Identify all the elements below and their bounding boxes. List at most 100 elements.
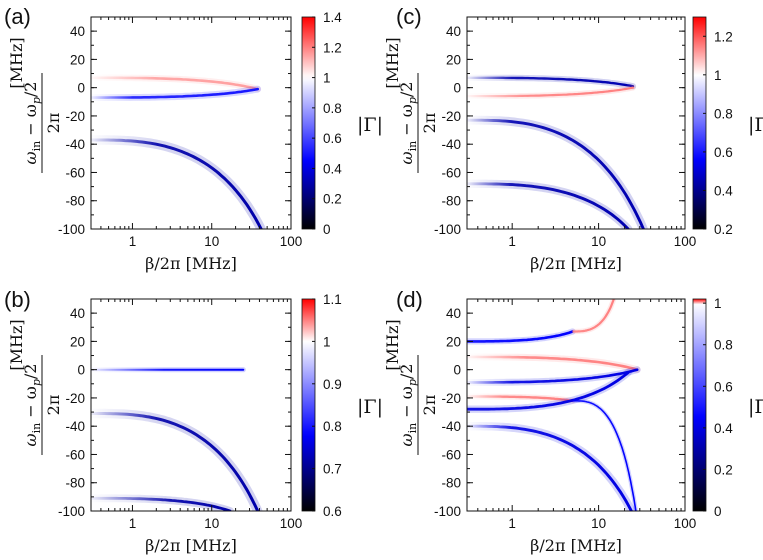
plot-area (91, 17, 291, 229)
y-tick-label: 0 (453, 363, 461, 378)
y-label-part: /2 (21, 82, 40, 98)
x-axis-label: β/2π [MHz] (145, 254, 237, 273)
y-tick-label: -60 (65, 165, 85, 180)
y-label-part: in (30, 423, 43, 434)
y-label-numerator: ωin − ωp/2 (21, 82, 43, 165)
y-tick-label: -80 (65, 476, 85, 491)
colorbar-tick-label: 0.8 (323, 101, 342, 116)
y-tick-label: -20 (441, 391, 461, 406)
band-mid-red-branch (467, 355, 639, 371)
band-dip-branch-2 (467, 182, 630, 229)
colorbar-tick-label: 0.6 (714, 145, 733, 160)
x-tick-label: 100 (280, 234, 303, 249)
y-tick-label: 40 (70, 24, 85, 39)
y-tick-label: -40 (65, 137, 85, 152)
x-tick-label: 10 (591, 516, 606, 531)
plot-background (467, 299, 685, 511)
y-label-part: − ω (397, 386, 416, 423)
y-axis-label: ωin − ωp/22π (397, 355, 439, 455)
y-label-part: p (406, 97, 419, 104)
y-label-part: p (30, 97, 43, 104)
y-label-numerator: ωin − ωp/2 (21, 364, 43, 447)
band-mid-blue-branch (467, 368, 639, 384)
colorbar-tick-label: 1.4 (323, 10, 342, 25)
band-upper-blue-branch (467, 76, 635, 88)
y-axis-unit: [MHz] (7, 37, 26, 88)
y-tick-label: 40 (446, 306, 461, 321)
y-tick-label: -100 (58, 504, 85, 519)
panel-label: (d) (396, 287, 423, 312)
x-tick-label: 1 (508, 234, 516, 249)
colorbar-tick-label: 0.4 (714, 421, 733, 436)
axes-frame (466, 298, 686, 512)
plot-area (91, 299, 291, 511)
y-tick-label: -60 (441, 165, 461, 180)
colorbar-tick-label: 1.2 (714, 29, 733, 44)
colorbar (692, 298, 707, 512)
y-label-part: p (406, 379, 419, 386)
y-label-part: − ω (397, 104, 416, 141)
y-label-part: in (406, 423, 419, 434)
colorbar (692, 16, 707, 230)
x-tick-label: 10 (204, 234, 219, 249)
y-label-part: ω (21, 151, 40, 164)
y-label-part: /2 (397, 364, 416, 380)
y-label-denominator: 2π (420, 113, 439, 134)
colorbar-tick-label: 0.8 (714, 338, 733, 353)
colorbar-label: |Γ| (748, 114, 763, 136)
colorbar (301, 16, 316, 230)
colorbar (301, 298, 316, 512)
band-dip-branch-1 (91, 412, 260, 511)
panel-label: (b) (4, 287, 31, 312)
colorbar-tick-label: 1 (323, 71, 331, 86)
y-unit-text: [MHz] (7, 319, 26, 370)
y-label-denominator: 2π (44, 395, 63, 416)
band-crossing-branch (571, 400, 637, 511)
y-tick-label: 20 (446, 52, 461, 67)
colorbar-tick-label: 0.6 (323, 504, 342, 519)
colorbar-label: |Γ| (748, 396, 763, 418)
y-tick-label: 0 (77, 363, 85, 378)
y-label-part: p (30, 379, 43, 386)
x-tick-label: 1 (508, 516, 516, 531)
y-label-part: /2 (21, 364, 40, 380)
x-tick-label: 10 (591, 234, 606, 249)
y-tick-label: -100 (58, 222, 85, 237)
x-tick-label: 10 (204, 516, 219, 531)
colorbar-label: |Γ| (357, 114, 383, 136)
band-upper-red-branch (91, 76, 259, 91)
y-label-numerator: ωin − ωp/2 (397, 82, 419, 165)
y-tick-label: 0 (77, 81, 85, 96)
colorbar-tick-label: 0.2 (714, 222, 733, 237)
y-tick-label: 0 (453, 81, 461, 96)
colorbar-tick-label: 0.8 (714, 106, 733, 121)
y-label-part: − ω (21, 386, 40, 423)
x-tick-label: 1 (129, 234, 137, 249)
y-tick-label: -80 (441, 194, 461, 209)
y-tick-label: -40 (441, 419, 461, 434)
y-axis-unit: [MHz] (383, 37, 402, 88)
axes-frame (466, 16, 686, 230)
y-tick-label: -20 (65, 391, 85, 406)
x-axis-label: β/2π [MHz] (530, 536, 622, 555)
y-unit-text: [MHz] (383, 37, 402, 88)
y-tick-label: -100 (434, 504, 461, 519)
y-axis-unit: [MHz] (383, 319, 402, 370)
plot-area (467, 299, 685, 511)
panel-label: (c) (396, 4, 422, 29)
y-axis-label: ωin − ωp/22π (21, 73, 63, 173)
band-dip-branch (467, 424, 633, 511)
colorbar-tick-label: 0.9 (323, 377, 342, 392)
axes-frame (90, 16, 292, 230)
colorbar-tick-label: 0 (323, 222, 331, 237)
band-dip-branch-2 (91, 496, 232, 511)
y-tick-label: 40 (70, 306, 85, 321)
y-label-part: − ω (21, 104, 40, 141)
band-dip-branch (91, 138, 263, 229)
y-tick-label: 20 (70, 334, 85, 349)
colorbar-tick-label: 0.4 (323, 161, 342, 176)
y-tick-label: 20 (446, 334, 461, 349)
band-lower-red-branch (467, 395, 574, 402)
